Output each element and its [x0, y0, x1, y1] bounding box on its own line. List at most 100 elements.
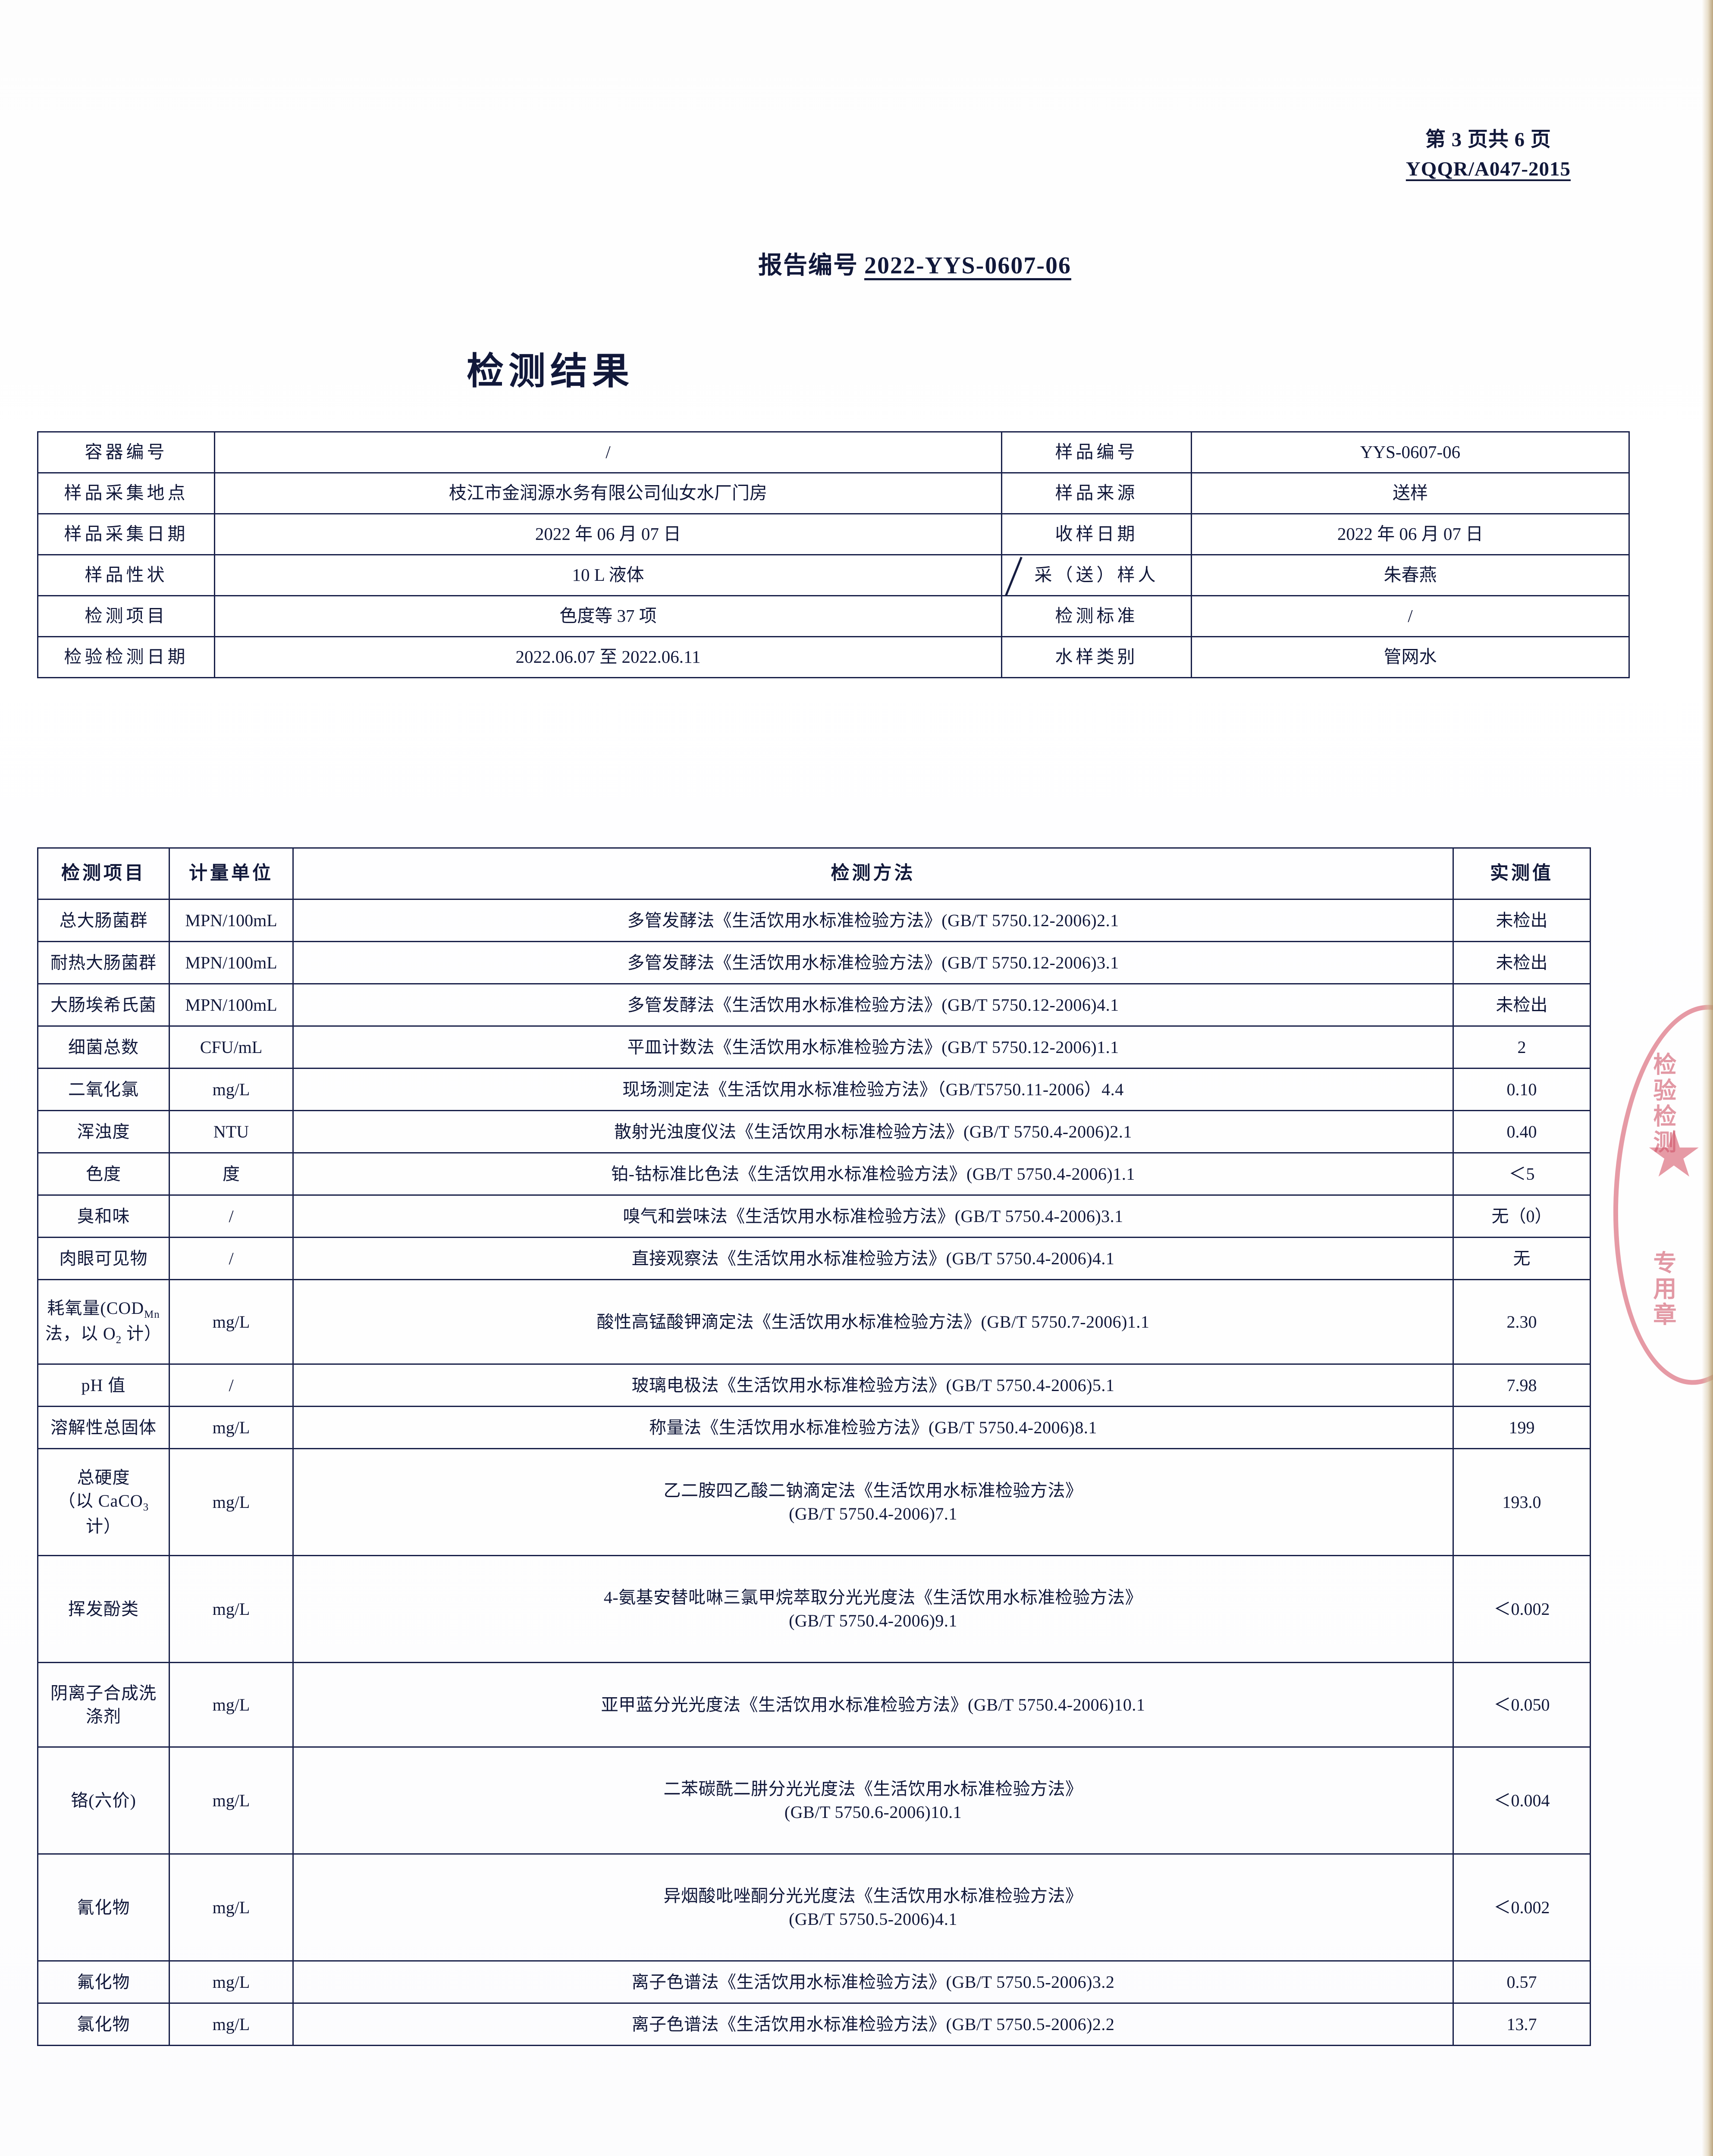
result-unit: NTU — [169, 1110, 294, 1153]
table-row: 浑浊度 NTU 散射光浊度仪法《生活饮用水标准检验方法》(GB/T 5750.4-2… — [37, 1110, 1591, 1153]
info-label-right: 样品编号 — [1001, 431, 1192, 473]
result-item-name: 挥发酚类 — [37, 1555, 170, 1663]
result-method: 乙二胺四乙酸二钠滴定法《生活饮用水标准检验方法》 (GB/T 5750.4-200… — [292, 1448, 1454, 1556]
page-header: 第 3 页共 6 页 YQQR/A047-2015 — [1406, 125, 1571, 184]
table-row: 挥发酚类 mg/L 4-氨基安替吡啉三氯甲烷萃取分光光度法《生活饮用水标准检验方法》… — [37, 1555, 1591, 1663]
result-unit: mg/L — [169, 1853, 294, 1962]
result-method: 铂-钴标准比色法《生活饮用水标准检验方法》(GB/T 5750.4-2006)1… — [292, 1152, 1454, 1196]
method-line-2: (GB/T 5750.5-2006)4.1 — [789, 1909, 957, 1929]
info-label-right: 样品来源 — [1001, 472, 1192, 514]
result-value: 0.10 — [1453, 1068, 1591, 1111]
result-item-name: 铬(六价) — [37, 1746, 170, 1855]
table-row: 耐热大肠菌群 MPN/100mL 多管发酵法《生活饮用水标准检验方法》(GB/T 5… — [37, 941, 1591, 984]
table-row: 铬(六价) mg/L 二苯碳酰二肼分光光度法《生活饮用水标准检验方法》 (GB/T 5… — [37, 1746, 1591, 1855]
report-number-value: 2022-YYS-0607-06 — [864, 252, 1071, 279]
result-value: 无 — [1453, 1237, 1591, 1280]
page-title: 检测结果 — [467, 350, 634, 393]
table-row: 色度度铂-钴标准比色法《生活饮用水标准检验方法》(GB/T 5750.4-200… — [37, 1152, 1591, 1196]
result-item-name: 溶解性总固体 — [37, 1406, 170, 1449]
result-value: 13.7 — [1453, 2002, 1591, 2046]
result-value: 199 — [1453, 1406, 1591, 1449]
table-row: 细菌总数 CFU/mL 平皿计数法《生活饮用水标准检验方法》(GB/T 5750.1… — [37, 1025, 1591, 1069]
table-row: 臭和味 / 嗅气和尝味法《生活饮用水标准检验方法》(GB/T 5750.4-2006… — [37, 1194, 1591, 1238]
result-unit: mg/L — [169, 1406, 294, 1449]
result-method: 平皿计数法《生活饮用水标准检验方法》(GB/T 5750.12-2006)1.1 — [292, 1025, 1454, 1069]
info-label-right: 水样类别 — [1001, 636, 1192, 678]
col-header-unit: 计量单位 — [169, 847, 294, 900]
scan-edge-right — [1702, 0, 1713, 2156]
method-line-2: (GB/T 5750.6-2006)10.1 — [784, 1802, 962, 1822]
method-line-1: 4-氨基安替吡啉三氯甲烷萃取分光光度法《生活饮用水标准检验方法》 — [603, 1587, 1143, 1607]
info-value-right: YYS-0607-06 — [1191, 431, 1630, 473]
result-item-name: 阴离子合成洗 涤剂 — [37, 1662, 170, 1748]
info-label-left: 检验检测日期 — [37, 636, 215, 678]
table-row: 大肠埃希氏菌 MPN/100mL 多管发酵法《生活饮用水标准检验方法》(GB/T 5… — [37, 983, 1591, 1027]
table-row: 总硬度 （以 CaCO3 计） mg/L 乙二胺四乙酸二钠滴定法《生活饮用水标准检验方… — [37, 1448, 1591, 1556]
table-row: pH 值 / 玻璃电极法《生活饮用水标准检验方法》(GB/T 5750.4-2006… — [37, 1363, 1591, 1407]
result-unit: mg/L — [169, 1662, 294, 1748]
table-row: 总大肠菌群 MPN/100mL 多管发酵法《生活饮用水标准检验方法》(GB/T 57… — [37, 899, 1591, 942]
result-item-name: pH 值 — [37, 1363, 170, 1407]
result-method: 酸性高锰酸钾滴定法《生活饮用水标准检验方法》(GB/T 5750.7-2006)… — [292, 1279, 1454, 1365]
result-item-name: 总硬度 （以 CaCO3 计） — [37, 1448, 170, 1556]
result-unit: / — [169, 1194, 294, 1238]
result-unit: mg/L — [169, 1279, 294, 1365]
result-unit: 度 — [169, 1152, 294, 1196]
result-unit: MPN/100mL — [169, 983, 294, 1027]
result-unit: MPN/100mL — [169, 899, 294, 942]
info-row: 容器编号 / 样品编号 YYS-0607-06 — [37, 431, 1630, 473]
table-row: 耗氧量(CODMn 法，以 O2 计） mg/L 酸性高锰酸钾滴定法《生活饮用水标准检… — [37, 1279, 1591, 1365]
col-header-item: 检测项目 — [37, 847, 170, 900]
info-row: 样品采集地点 枝江市金润源水务有限公司仙女水厂门房 样品来源 送样 — [37, 472, 1630, 514]
result-value: 0.40 — [1453, 1110, 1591, 1153]
info-value-right: 朱春燕 — [1191, 554, 1630, 596]
result-unit: mg/L — [169, 1068, 294, 1111]
table-row: 肉眼可见物 / 直接观察法《生活饮用水标准检验方法》(GB/T 5750.4-200… — [37, 1237, 1591, 1280]
table-row: 二氧化氯 mg/L 现场测定法《生活饮用水标准检验方法》（GB/T5750.11-2… — [37, 1068, 1591, 1111]
info-row: 检测项目 色度等 37 项检测标准 / — [37, 595, 1630, 637]
result-item-name: 二氧化氯 — [37, 1068, 170, 1111]
result-item-name: 浑浊度 — [37, 1110, 170, 1153]
result-value: ＜0.050 — [1453, 1662, 1591, 1748]
result-method: 散射光浊度仪法《生活饮用水标准检验方法》(GB/T 5750.4-2006)2.… — [292, 1110, 1454, 1153]
result-value: 2.30 — [1453, 1279, 1591, 1365]
result-method: 离子色谱法《生活饮用水标准检验方法》(GB/T 5750.5-2006)2.2 — [292, 2002, 1454, 2046]
info-row: 样品采集日期 2022 年 06 月 07 日收样日期 2022 年 06 月 07… — [37, 513, 1630, 555]
table-header-row: 检测项目 计量单位 检测方法 实测值 — [37, 847, 1591, 900]
info-value-left: 枝江市金润源水务有限公司仙女水厂门房 — [214, 472, 1002, 514]
info-value-right: 管网水 — [1191, 636, 1630, 678]
result-value: 7.98 — [1453, 1363, 1591, 1407]
result-method: 亚甲蓝分光光度法《生活饮用水标准检验方法》(GB/T 5750.4-2006)1… — [292, 1662, 1454, 1748]
info-label-left: 容器编号 — [37, 431, 215, 473]
result-method: 4-氨基安替吡啉三氯甲烷萃取分光光度法《生活饮用水标准检验方法》 (GB/T 57… — [292, 1555, 1454, 1663]
info-value-left: 色度等 37 项 — [214, 595, 1002, 637]
result-method: 多管发酵法《生活饮用水标准检验方法》(GB/T 5750.12-2006)2.1 — [292, 899, 1454, 942]
info-value-right: 2022 年 06 月 07 日 — [1191, 513, 1630, 555]
result-method: 离子色谱法《生活饮用水标准检验方法》(GB/T 5750.5-2006)3.2 — [292, 1960, 1454, 2004]
result-item-name: 大肠埃希氏菌 — [37, 983, 170, 1027]
info-label-left: 样品采集地点 — [37, 472, 215, 514]
info-row: 样品性状 10 L 液体 采（送）样人 朱春燕 — [37, 554, 1630, 596]
result-unit: CFU/mL — [169, 1025, 294, 1069]
method-line-2: (GB/T 5750.4-2006)7.1 — [789, 1504, 957, 1523]
result-item-name: 氟化物 — [37, 1960, 170, 2004]
page-indicator: 第 3 页共 6 页 — [1425, 128, 1551, 151]
info-value-right: / — [1191, 595, 1630, 637]
sample-info-table: 容器编号 / 样品编号 YYS-0607-06 样品采集地点 枝江市金润源水务有限公司仙女… — [37, 431, 1630, 678]
info-label-left: 样品采集日期 — [37, 513, 215, 555]
result-value: 0.57 — [1453, 1960, 1591, 2004]
result-item-name: 氰化物 — [37, 1853, 170, 1962]
result-value: 未检出 — [1453, 983, 1591, 1027]
result-value: 193.0 — [1453, 1448, 1591, 1556]
result-value: 未检出 — [1453, 941, 1591, 984]
info-value-right: 送样 — [1191, 472, 1630, 514]
col-header-value: 实测值 — [1453, 847, 1591, 900]
info-label-right: 采（送）样人 — [1001, 554, 1192, 596]
result-method: 异烟酸吡唑酮分光光度法《生活饮用水标准检验方法》 (GB/T 5750.5-200… — [292, 1853, 1454, 1962]
result-value: ＜0.002 — [1453, 1555, 1591, 1663]
report-number-line: 报告编号 2022-YYS-0607-06 — [0, 246, 1713, 281]
strikethrough-mark — [1005, 557, 1023, 596]
result-method: 二苯碳酰二肼分光光度法《生活饮用水标准检验方法》 (GB/T 5750.6-200… — [292, 1746, 1454, 1855]
method-line-2: (GB/T 5750.4-2006)9.1 — [789, 1611, 957, 1630]
result-value: ＜0.002 — [1453, 1853, 1591, 1962]
